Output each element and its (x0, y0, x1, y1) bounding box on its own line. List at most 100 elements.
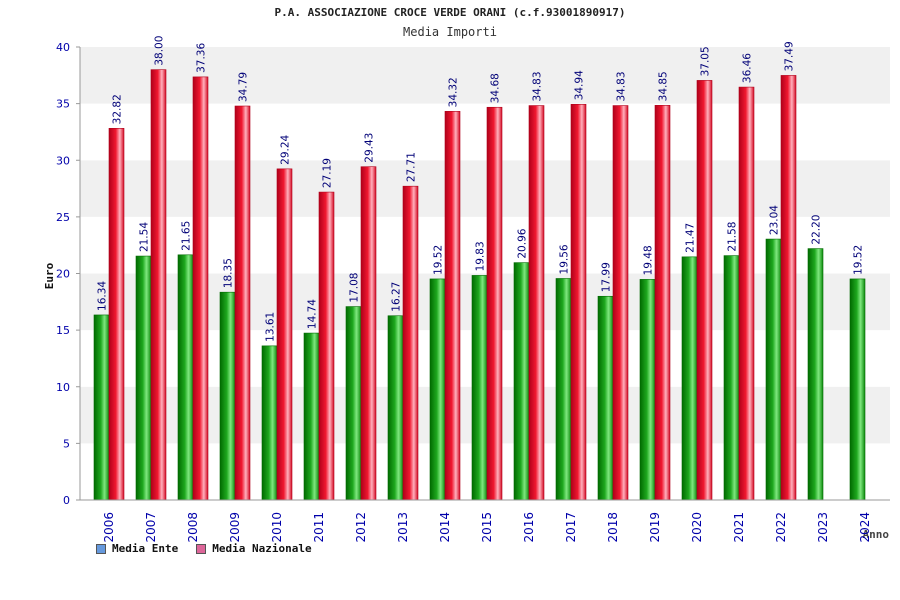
bar-media-ente (303, 332, 320, 501)
data-label: 21.65 (181, 221, 193, 251)
y-tick-label: 0 (63, 494, 70, 507)
bar-media-ente (765, 238, 782, 501)
data-label: 17.08 (349, 273, 361, 303)
x-tick-label: 2018 (606, 512, 620, 543)
x-tick-label: 2019 (648, 512, 662, 543)
data-label: 38.00 (154, 36, 166, 66)
bar-media-ente (597, 295, 614, 501)
legend-swatch-nazionale (196, 543, 207, 554)
x-tick-label: 2020 (690, 512, 704, 543)
bar-media-nazionale (528, 105, 545, 501)
grid-band (80, 216, 890, 274)
bar-media-nazionale (192, 76, 209, 501)
data-label: 27.71 (406, 152, 418, 182)
data-label: 34.68 (490, 73, 502, 103)
grid-band (80, 47, 890, 104)
x-tick-label: 2008 (186, 512, 200, 543)
chart-title: P.A. ASSOCIAZIONE CROCE VERDE ORANI (c.f… (274, 6, 626, 19)
x-tick-label: 2023 (816, 512, 830, 543)
data-label: 32.82 (112, 94, 124, 124)
value-labels-layer: 16.34 32.82 21.54 38.00 21.65 37.36 18.35 34.79… (97, 36, 865, 342)
bar-media-nazionale (570, 104, 587, 501)
data-label: 14.74 (307, 299, 319, 329)
legend: Media Ente Media Nazionale (96, 542, 312, 555)
x-tick-label: 2014 (438, 512, 452, 543)
x-tick-label: 2013 (396, 512, 410, 543)
bar-media-nazionale (234, 105, 251, 501)
ticks-layer: 0 5 10 15 20 25 30 35 40 2006 2007 2008 2009 2010 2011… (56, 41, 872, 543)
legend-item-nazionale: Media Nazionale (196, 542, 312, 555)
data-label: 29.43 (364, 133, 376, 163)
bar-media-ente (807, 248, 824, 501)
data-label: 19.56 (559, 244, 571, 274)
y-tick-label: 10 (56, 381, 70, 394)
legend-label-nazionale: Media Nazionale (212, 542, 312, 555)
data-label: 13.61 (265, 312, 277, 342)
x-tick-label: 2016 (522, 512, 536, 543)
bar-media-nazionale (276, 168, 293, 501)
data-label: 19.52 (433, 245, 445, 275)
legend-item-ente: Media Ente (96, 542, 178, 555)
x-tick-label: 2007 (144, 512, 158, 543)
bar-media-nazionale (108, 128, 125, 501)
x-tick-label: 2009 (228, 512, 242, 543)
data-label: 19.52 (853, 245, 865, 275)
chart-subtitle: Media Importi (403, 25, 497, 39)
y-tick-label: 40 (56, 41, 70, 54)
legend-swatch-ente (96, 543, 106, 554)
bar-media-ente (639, 279, 656, 501)
y-tick-label: 30 (56, 154, 70, 167)
x-axis-title: Anno (863, 528, 890, 541)
data-label: 20.96 (517, 228, 529, 258)
data-label: 34.83 (616, 71, 628, 101)
y-tick-label: 5 (63, 437, 70, 450)
y-axis-title: Euro (43, 262, 56, 289)
data-label: 34.79 (238, 72, 250, 102)
data-label: 16.34 (97, 281, 109, 311)
data-label: 21.54 (139, 222, 151, 252)
bar-media-nazionale (780, 75, 797, 501)
bar-media-nazionale (738, 86, 755, 501)
x-tick-label: 2017 (564, 512, 578, 543)
bar-media-nazionale (150, 69, 167, 501)
x-tick-label: 2006 (102, 512, 116, 543)
grid-band (80, 160, 890, 217)
data-label: 27.19 (322, 158, 334, 188)
x-tick-label: 2021 (732, 512, 746, 543)
x-tick-label: 2010 (270, 512, 284, 543)
bar-media-ente (555, 278, 572, 501)
bar-media-ente (345, 306, 362, 501)
data-label: 19.48 (643, 245, 655, 275)
data-label: 36.46 (742, 53, 754, 83)
bar-media-ente (849, 278, 866, 501)
y-tick-label: 20 (56, 268, 70, 281)
bar-media-nazionale (486, 106, 503, 501)
data-label: 34.32 (448, 77, 460, 107)
data-label: 22.20 (811, 215, 823, 245)
data-label: 29.24 (280, 134, 292, 164)
bar-media-ente (681, 256, 698, 501)
bar-media-nazionale (402, 185, 419, 501)
bar-media-ente (723, 255, 740, 501)
x-tick-label: 2022 (774, 512, 788, 543)
grid-band (80, 103, 890, 161)
bar-media-ente (261, 345, 278, 501)
bar-media-nazionale (654, 105, 671, 501)
bar-media-nazionale (360, 166, 377, 501)
y-tick-label: 15 (56, 324, 70, 337)
data-label: 21.58 (727, 222, 739, 252)
data-label: 34.94 (574, 70, 586, 100)
data-label: 23.04 (769, 205, 781, 235)
data-label: 19.83 (475, 241, 487, 271)
data-label: 21.47 (685, 223, 697, 253)
bar-media-nazionale (444, 111, 461, 501)
bar-media-ente (177, 254, 194, 501)
bar-media-nazionale (612, 105, 629, 501)
axes-layer: Euro Anno (43, 47, 890, 541)
data-label: 37.05 (700, 46, 712, 76)
data-label: 16.27 (391, 282, 403, 312)
bar-media-ente (387, 315, 404, 501)
bar-media-ente (513, 262, 530, 501)
x-tick-label: 2015 (480, 512, 494, 543)
